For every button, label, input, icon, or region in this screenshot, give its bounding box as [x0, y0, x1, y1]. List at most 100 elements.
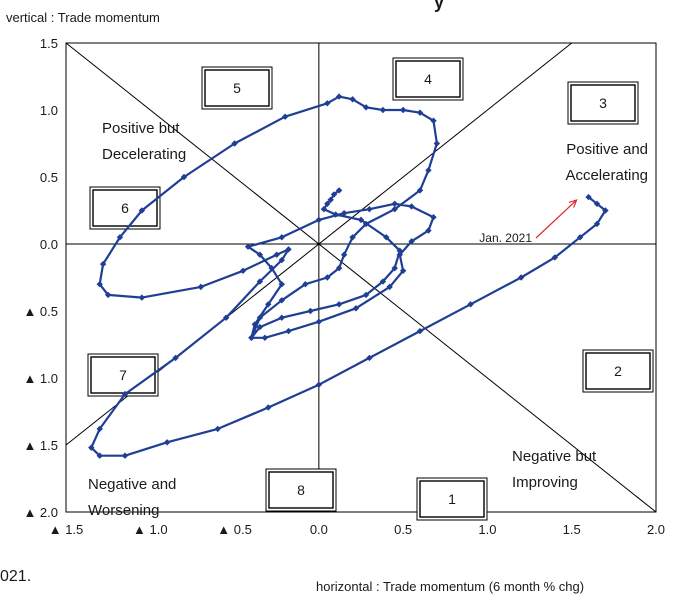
- data-point: [88, 444, 95, 451]
- zero-axes: [66, 43, 656, 512]
- data-point: [285, 246, 292, 253]
- data-point: [349, 234, 356, 241]
- data-point: [335, 187, 343, 194]
- data-point: [180, 173, 188, 181]
- zone-box-label: 7: [119, 367, 127, 383]
- data-point: [340, 251, 348, 258]
- data-point: [239, 267, 247, 274]
- data-point: [357, 216, 365, 224]
- data-point: [273, 251, 280, 258]
- region-label-line: Worsening: [88, 502, 159, 519]
- zone-box-outer: [567, 81, 639, 125]
- zone-box-outer: [201, 66, 273, 110]
- data-point: [261, 334, 269, 341]
- data-point: [379, 106, 387, 114]
- data-point: [396, 247, 403, 254]
- data-point: [391, 200, 398, 207]
- data-point: [324, 200, 331, 207]
- data-point: [396, 251, 403, 258]
- data-point: [214, 425, 221, 433]
- zone-box-inner: [570, 84, 636, 122]
- data-point: [399, 267, 407, 274]
- data-point: [324, 274, 331, 281]
- x-tick-label: 1.0: [478, 522, 496, 537]
- data-point: [416, 187, 424, 194]
- data-point: [433, 140, 441, 147]
- data-point: [408, 238, 415, 245]
- data-point: [256, 314, 264, 321]
- data-point: [340, 209, 348, 217]
- y-tick-label: ▲ 1.5: [23, 438, 58, 453]
- region-label-line: Improving: [512, 474, 578, 491]
- x-tick-label: 1.5: [563, 522, 581, 537]
- diagonal-falling: [65, 42, 657, 513]
- x-tick-label: ▲ 1.0: [133, 522, 168, 537]
- zone-box-label: 3: [599, 95, 607, 111]
- data-point: [362, 291, 370, 299]
- data-point: [430, 117, 437, 124]
- data-point: [391, 264, 398, 272]
- data-point: [430, 214, 437, 221]
- region-labels: Positive but Decelerating Positive and Acce…: [88, 120, 648, 519]
- x-tick-label: 0.5: [394, 522, 412, 537]
- data-point: [163, 439, 171, 446]
- data-point: [278, 234, 285, 241]
- y-tick-label: 0.5: [40, 170, 58, 185]
- zone-box-inner: [204, 69, 270, 107]
- data-point: [104, 291, 112, 299]
- data-point: [366, 205, 373, 213]
- x-tick-label: 2.0: [647, 522, 665, 537]
- annotation: Jan. 2021: [479, 199, 578, 245]
- data-point: [391, 205, 398, 213]
- data-point: [278, 314, 285, 321]
- data-point: [366, 354, 373, 362]
- data-point: [251, 321, 258, 328]
- data-point: [602, 207, 609, 214]
- zone-box-outer: [392, 57, 464, 101]
- plot-frame: [65, 42, 657, 513]
- data-point: [386, 283, 393, 291]
- data-point: [197, 283, 205, 291]
- data-point: [268, 264, 275, 272]
- data-point: [362, 220, 370, 228]
- data-point: [121, 390, 129, 398]
- data-point: [256, 323, 264, 331]
- data-point: [576, 234, 584, 241]
- y-tick-label: ▲ 1.0: [23, 371, 58, 386]
- data-point: [379, 278, 387, 285]
- data-point: [302, 281, 309, 288]
- region-label-line: Accelerating: [565, 167, 648, 184]
- zone-box-label: 8: [297, 482, 305, 498]
- data-point: [96, 425, 103, 433]
- x-tick-label: ▲ 0.5: [217, 522, 252, 537]
- data-point: [265, 404, 272, 411]
- zone-box-outer: [87, 353, 159, 397]
- tick-labels: ▲ 1.5 ▲ 1.0 ▲ 0.5 0.0 0.5 1.0 1.5 2.0 1.5 1.0 0.5 0…: [23, 36, 665, 537]
- y-tick-label: ▲ 0.5: [23, 304, 58, 319]
- data-point: [285, 327, 292, 335]
- zone-box-inner: [92, 189, 158, 227]
- region-label-line: Negative and: [88, 476, 176, 493]
- annotation-arrowhead: [568, 199, 578, 208]
- y-tick-label: 0.0: [40, 237, 58, 252]
- x-tick-label: ▲ 1.5: [49, 522, 84, 537]
- data-point: [307, 307, 314, 315]
- zone-box-inner: [585, 352, 651, 390]
- region-label-line: Positive and: [566, 141, 648, 158]
- data-point: [172, 354, 179, 362]
- data-point: [425, 167, 432, 174]
- x-tick-label: 0.0: [310, 522, 328, 537]
- zone-box-outer: [89, 186, 161, 230]
- data-point: [121, 452, 129, 459]
- annotation-arrow-line: [535, 199, 577, 239]
- data-point: [96, 281, 103, 288]
- data-point: [320, 205, 328, 213]
- data-point: [222, 314, 230, 321]
- data-point: [416, 109, 424, 116]
- zone-boxes: 1 2 3 4 5 6 7 8: [87, 57, 654, 521]
- data-point: [330, 191, 338, 198]
- title-fragment: y: [434, 0, 444, 12]
- data-point: [96, 452, 103, 459]
- data-point: [315, 318, 323, 325]
